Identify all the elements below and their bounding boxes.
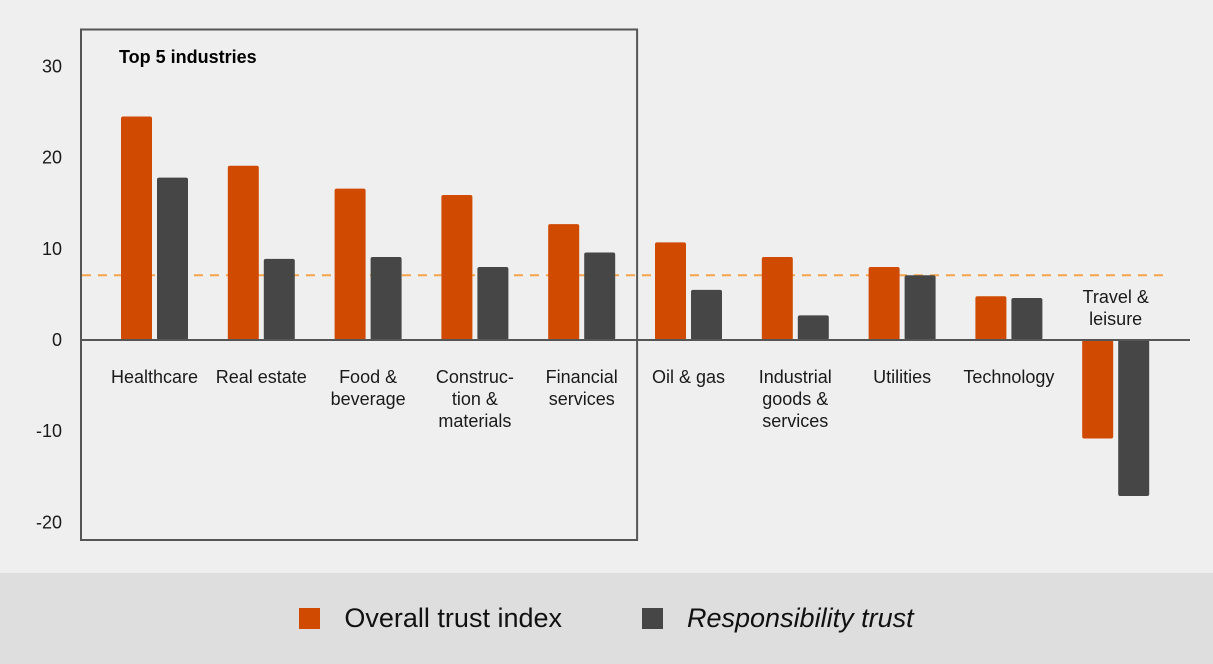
bar-responsibility-trust [797, 315, 829, 340]
category-label: Food & beverage [331, 367, 406, 409]
category-label: Financial services [546, 367, 618, 409]
bar-overall-trust [227, 165, 259, 340]
category-labels-group: Healthcare Real estate Food & beverage Const… [111, 287, 1149, 431]
bar-responsibility-trust [1118, 340, 1150, 496]
category-label: Technology [963, 367, 1054, 387]
top5-highlight-box [80, 28, 639, 541]
bar-responsibility-trust [157, 177, 188, 340]
category-label-line: beverage [331, 389, 406, 409]
chart-area: Top 5 industries 30 20 10 0 -10 -20 Healthcar… [35, 28, 1190, 541]
y-tick-label: -10 [36, 421, 62, 441]
category-label-line: tion & [452, 389, 498, 409]
y-tick-label: -20 [36, 512, 62, 532]
bars-group [121, 116, 1150, 496]
bar-responsibility-trust [370, 257, 402, 340]
y-tick-label: 20 [42, 148, 62, 168]
category-label-line: materials [438, 411, 511, 431]
category-label-line: Industrial [759, 367, 832, 387]
category-label-line: Oil & gas [652, 367, 725, 387]
legend-label-responsibility-trust: Responsibility trust [687, 603, 914, 633]
bar-overall-trust [975, 296, 1007, 340]
bar-overall-trust [868, 267, 900, 340]
legend-swatch-overall-trust [299, 608, 321, 629]
category-label-line: Utilities [873, 367, 931, 387]
top5-box-title: Top 5 industries [119, 47, 257, 67]
category-label-line: Healthcare [111, 367, 198, 387]
category-label: Real estate [216, 367, 307, 387]
y-tick-label: 10 [42, 239, 62, 259]
category-label-line: services [549, 389, 615, 409]
legend-item-responsibility-trust: Responsibility trust [642, 603, 914, 634]
bar-responsibility-trust [477, 267, 509, 340]
category-label-line: leisure [1089, 309, 1142, 329]
category-label-line: Technology [963, 367, 1054, 387]
category-label-line: Food & [339, 367, 397, 387]
y-tick-label: 30 [42, 56, 62, 76]
category-label-line: Travel & [1083, 287, 1149, 307]
category-label: Construc-tion & materials [436, 367, 514, 431]
y-tick-label: 0 [52, 330, 62, 350]
bar-overall-trust [1082, 340, 1114, 439]
bar-overall-trust [121, 116, 152, 340]
bar-responsibility-trust [691, 289, 722, 340]
legend-item-overall-trust: Overall trust index [299, 603, 562, 634]
bar-chart: Top 5 industries 30 20 10 0 -10 -20 Healthcar… [36, 28, 1190, 541]
top5-box-group: Top 5 industries [80, 28, 639, 541]
bar-responsibility-trust [584, 252, 616, 340]
y-ticks-group: 30 20 10 0 -10 -20 [36, 56, 62, 532]
bar-responsibility-trust [263, 258, 295, 340]
category-label-line: services [762, 411, 828, 431]
bar-overall-trust [548, 224, 580, 340]
bar-responsibility-trust [904, 275, 936, 340]
bar-overall-trust [441, 194, 473, 340]
legend-swatch-responsibility-trust [642, 608, 663, 629]
category-label: Industrial goods & services [759, 367, 832, 431]
category-label-line: goods & [762, 389, 828, 409]
bar-overall-trust [655, 242, 686, 340]
category-label-line: Financial [546, 367, 618, 387]
bar-overall-trust [761, 257, 793, 340]
legend-label-overall-trust: Overall trust index [344, 603, 562, 633]
legend: Overall trust index Responsibility trust [0, 573, 1213, 664]
category-label: Healthcare [111, 367, 198, 387]
category-label: Utilities [873, 367, 931, 387]
category-label: Travel & leisure [1083, 287, 1149, 329]
category-label: Oil & gas [652, 367, 725, 387]
bar-overall-trust [334, 188, 366, 340]
bar-responsibility-trust [1011, 298, 1043, 340]
category-label-line: Construc- [436, 367, 514, 387]
category-label-line: Real estate [216, 367, 307, 387]
